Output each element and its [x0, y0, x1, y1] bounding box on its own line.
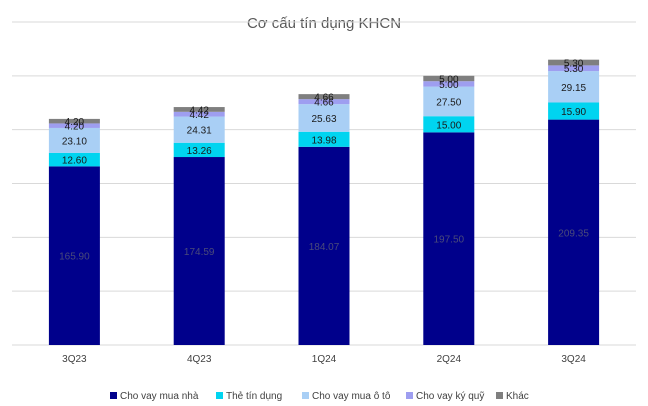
bar-segment	[548, 59, 600, 66]
bar-segment	[173, 111, 225, 117]
data-label: 5.00	[439, 75, 459, 86]
data-label: 174.59	[184, 247, 215, 258]
data-label: 5.00	[439, 80, 459, 91]
data-label: 4.66	[314, 93, 334, 104]
x-tick-label: 3Q23	[62, 354, 87, 365]
bar-segment	[298, 99, 350, 105]
bar-segment	[48, 166, 100, 345]
data-label: 209.35	[558, 228, 589, 239]
x-tick-label: 4Q23	[187, 354, 212, 365]
data-label: 4.66	[314, 98, 334, 109]
bar-segment	[548, 102, 600, 120]
legend-label: Khác	[506, 391, 529, 402]
data-label: 184.07	[309, 242, 340, 253]
legend-label: Cho vay mua ô tô	[312, 391, 391, 402]
bar-segment	[173, 107, 225, 112]
data-label: 4.42	[189, 105, 209, 116]
data-label: 13.98	[311, 135, 336, 146]
data-label: 165.90	[59, 252, 90, 263]
bar-segment	[548, 71, 600, 103]
x-axis-ticks: 3Q23 4Q23 1Q24 2Q24 3Q24	[62, 354, 586, 365]
data-label: 4.20	[65, 122, 85, 133]
data-labels: 165.90 12.60 23.10 4.204.20 174.59 13.26 24.31…	[59, 59, 589, 263]
bars	[48, 59, 600, 346]
x-tick-label: 2Q24	[437, 354, 462, 365]
legend-swatch	[406, 392, 413, 399]
chart-title: Cơ cấu tín dụng KHCN	[247, 15, 401, 32]
data-label: 15.00	[436, 120, 461, 131]
legend-label: Cho vay mua nhà	[120, 391, 199, 402]
x-tick-label: 1Q24	[312, 354, 337, 365]
data-label: 27.50	[436, 97, 461, 108]
bar-segment	[173, 142, 225, 158]
data-label: 23.10	[62, 136, 87, 147]
bar-segment	[48, 123, 100, 128]
bar-segment	[548, 119, 600, 346]
legend-label: Thẻ tín dụng	[226, 391, 282, 402]
data-label: 13.26	[187, 146, 212, 157]
bar-segment	[298, 94, 350, 100]
data-label: 25.63	[311, 114, 336, 125]
data-label: 15.90	[561, 107, 586, 118]
bar-segment	[298, 131, 350, 147]
bar-segment	[548, 65, 600, 72]
legend-swatch	[302, 392, 309, 399]
x-tick-label: 3Q24	[561, 354, 586, 365]
legend-swatch	[216, 392, 223, 399]
bar-segment	[48, 118, 100, 124]
data-label: 4.20	[65, 117, 85, 128]
data-label: 4.42	[189, 110, 209, 121]
data-label: 197.50	[434, 235, 465, 246]
data-label: 24.31	[187, 126, 212, 137]
bar-segment	[423, 75, 475, 82]
bar-segment	[298, 146, 350, 345]
bar-segment	[173, 116, 225, 143]
bar-segment	[298, 104, 350, 132]
bar-segment	[423, 132, 475, 345]
bar-segment	[173, 157, 225, 345]
data-label: 29.15	[561, 83, 586, 94]
bar-segment	[423, 81, 475, 87]
data-label: 5.30	[564, 64, 584, 75]
bar-segment	[48, 152, 100, 167]
data-label: 12.60	[62, 156, 87, 167]
legend-swatch	[496, 392, 503, 399]
bar-segment	[423, 116, 475, 133]
legend-swatch	[110, 392, 117, 399]
legend-label: Cho vay ký quỹ	[416, 391, 484, 402]
bar-segment	[48, 127, 100, 153]
legend: Cho vay mua nhà Thẻ tín dụng Cho vay mua ô…	[110, 391, 529, 402]
data-label: 5.30	[564, 59, 584, 70]
bar-segment	[423, 86, 475, 117]
